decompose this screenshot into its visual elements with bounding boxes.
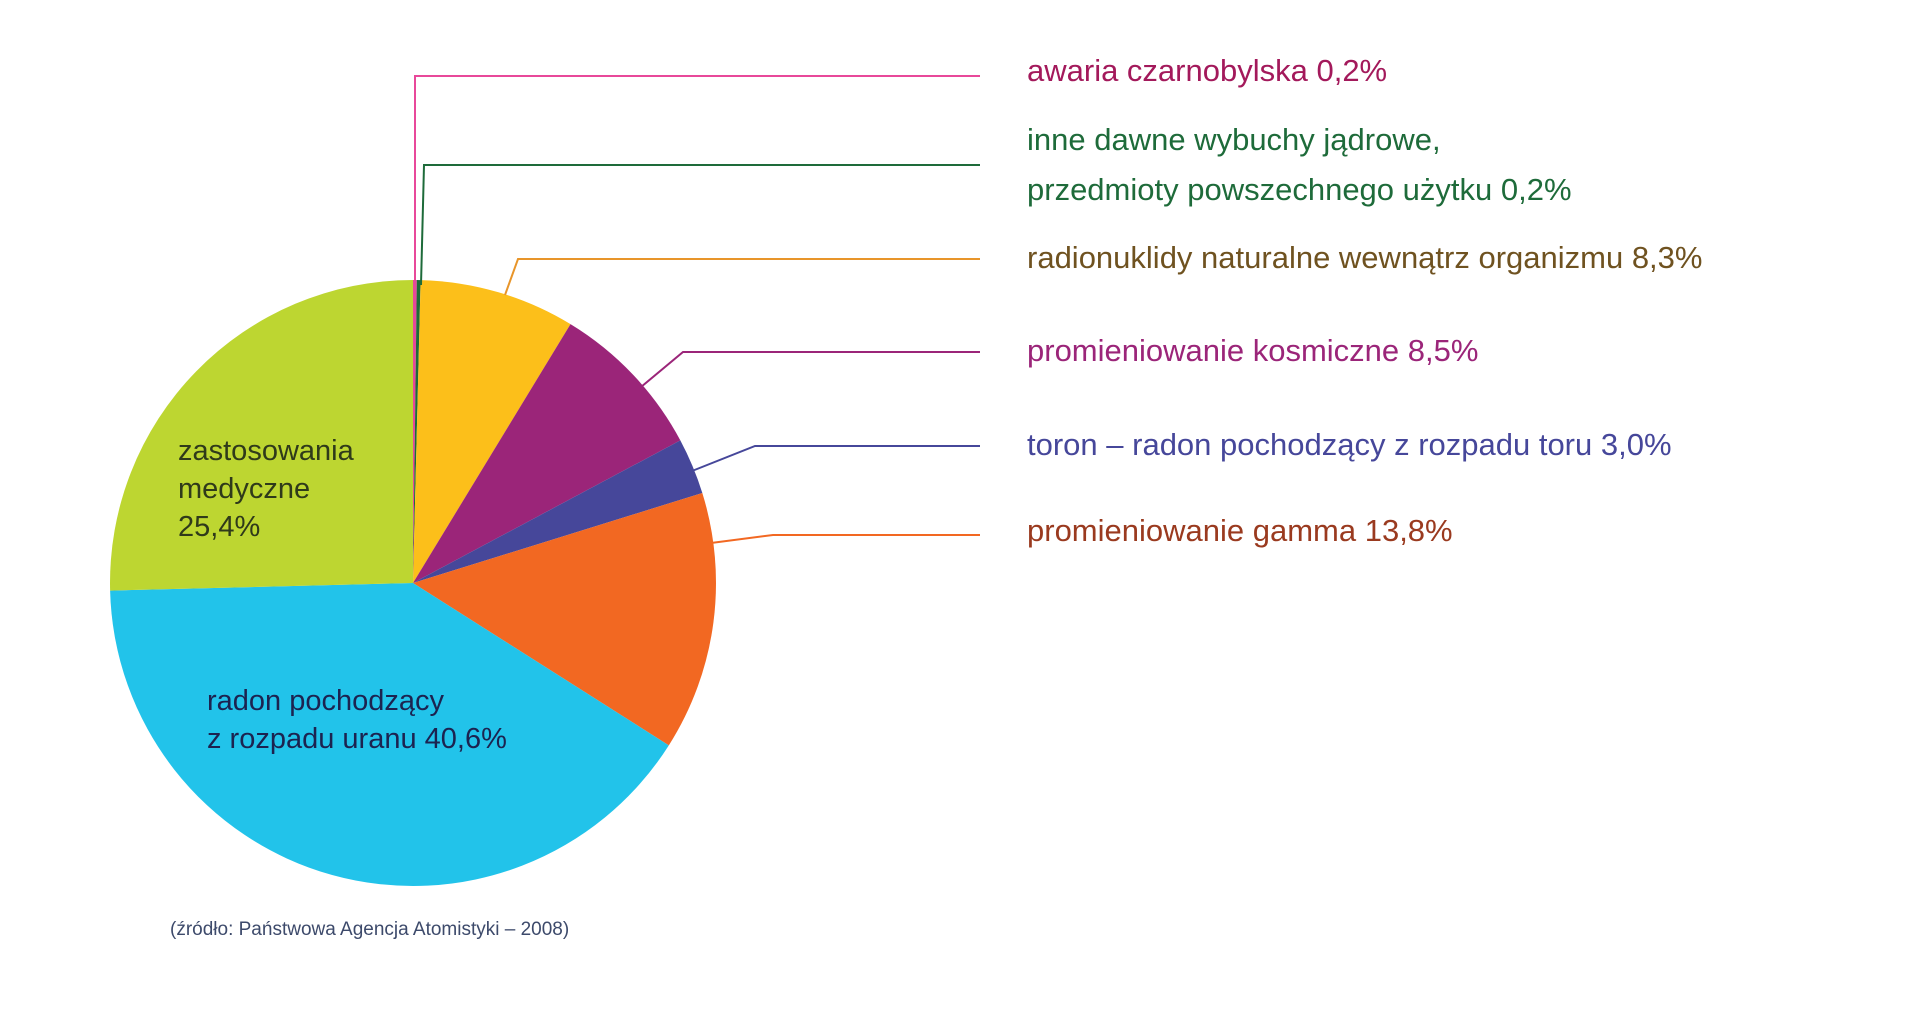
leader-other-nuclear xyxy=(420,164,980,286)
leader-internal xyxy=(504,258,980,296)
leader-chernobyl xyxy=(414,75,980,285)
pie-slice-internal xyxy=(413,280,571,583)
leader-thoron xyxy=(691,445,980,472)
pie-slice-gamma xyxy=(413,493,716,746)
label-internal: radionuklidy naturalne wewnątrz organizm… xyxy=(1027,240,1703,275)
leader-cosmic xyxy=(640,351,980,388)
leader-lines xyxy=(414,75,980,544)
label-thoron: toron – radon pochodzący z rozpadu toru … xyxy=(1027,427,1672,462)
label-medical-line1: zastosowania xyxy=(178,435,354,467)
label-medical-line2: medyczne xyxy=(178,473,311,505)
label-cosmic: promieniowanie kosmiczne 8,5% xyxy=(1027,333,1479,368)
label-radon-line1: radon pochodzący xyxy=(207,685,444,717)
leader-gamma xyxy=(710,534,980,544)
label-radon-line2: z rozpadu uranu 40,6% xyxy=(207,723,507,755)
pie-slices xyxy=(110,279,716,886)
label-gamma: promieniowanie gamma 13,8% xyxy=(1027,513,1453,548)
pie-slice-radon xyxy=(110,583,669,886)
pie-slice-other_nuclear xyxy=(413,280,421,583)
label-other-nuclear-line1: inne dawne wybuchy jądrowe, xyxy=(1027,122,1441,157)
label-chernobyl: awaria czarnobylska 0,2% xyxy=(1027,53,1388,88)
pie-slice-thoron xyxy=(413,440,703,583)
label-medical-line3: 25,4% xyxy=(178,511,261,543)
pie-slice-cosmic xyxy=(413,324,681,583)
pie-slice-medical xyxy=(110,280,414,591)
source-note: (źródło: Państwowa Agencja Atomistyki – … xyxy=(170,919,570,940)
pie-slice-chernobyl xyxy=(413,279,417,583)
label-other-nuclear-line2: przedmioty powszechnego użytku 0,2% xyxy=(1027,172,1572,207)
